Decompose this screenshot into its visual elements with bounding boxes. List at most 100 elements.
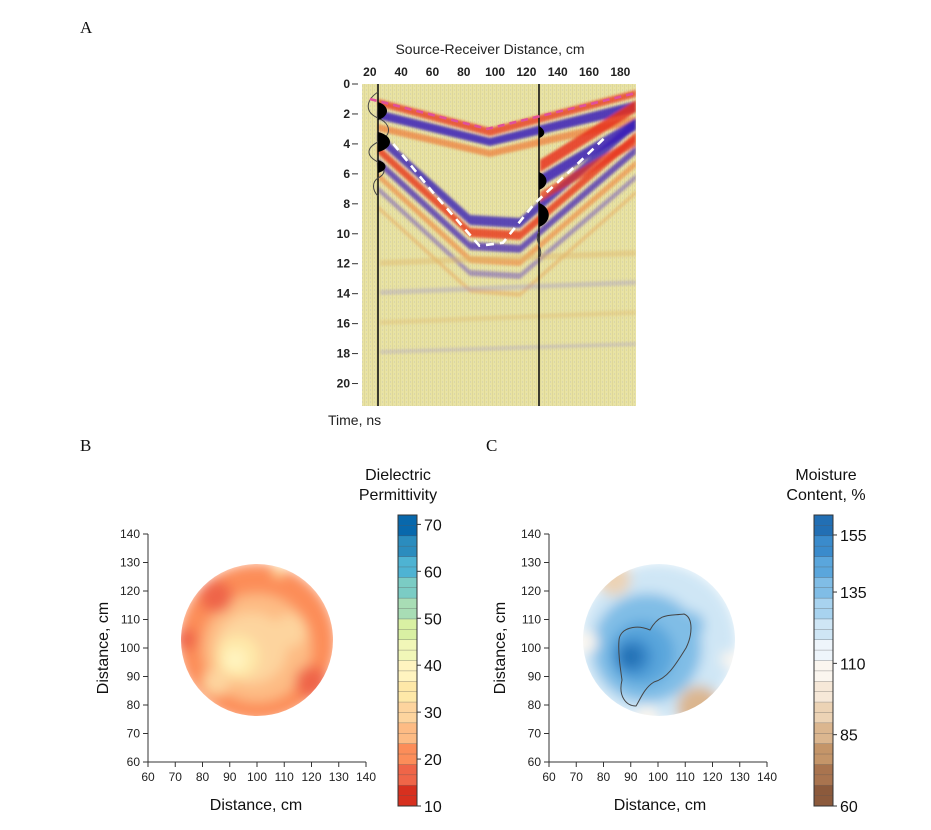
panel-a-y-label: Time, ns [328, 412, 381, 428]
y-tick-label: 80 [127, 698, 141, 712]
panel-a-title: Source-Receiver Distance, cm [395, 41, 584, 57]
panel-a-y-tick-label: 12 [337, 257, 351, 271]
panel-b-permittivity-map: 60 70 80 90 100 110 120 130 140 60 70 80 90 100 110 120… [95, 467, 442, 816]
colorbar-tick-label: 60 [424, 564, 442, 581]
y-tick-label: 100 [120, 641, 140, 655]
y-tick-label: 120 [521, 584, 541, 598]
y-tick-label: 130 [120, 556, 140, 570]
wiggle-fill-4 [539, 126, 545, 138]
x-tick-label: 120 [702, 770, 722, 784]
panel-c-ticks: 60 70 80 90 100 110 120 130 140 60 70 80 90 100 110 120… [521, 527, 777, 784]
panel-a-y-tick-label: 2 [343, 107, 350, 121]
y-tick-label: 140 [521, 527, 541, 541]
y-tick-label: 120 [120, 584, 140, 598]
colorbar-tick-label: 110 [840, 656, 866, 673]
colorbar-tick-label: 10 [424, 799, 442, 816]
panel-b-x-label: Distance, cm [210, 797, 302, 814]
colorbar-b-title-line1: Dielectric [365, 467, 431, 484]
colorbar-b-title-line2: Permittivity [359, 487, 437, 504]
x-tick-label: 70 [570, 770, 584, 784]
y-tick-label: 70 [127, 727, 141, 741]
x-tick-label: 130 [730, 770, 750, 784]
colorbar-tick-label: 60 [840, 799, 858, 816]
colorbar-b: 10 20 30 40 50 60 70 [397, 514, 442, 816]
x-tick-label: 120 [301, 770, 321, 784]
wiggle-fill-1 [378, 102, 387, 120]
x-tick-label: 60 [141, 770, 155, 784]
panel-a-x-tick-label: 160 [579, 65, 599, 79]
wiggle-fill-5 [539, 172, 547, 190]
panel-a-x-tick-label: 100 [485, 65, 505, 79]
y-tick-label: 110 [522, 613, 541, 627]
heatmap-region [199, 580, 233, 614]
panel-label-a: A [80, 18, 93, 37]
colorbar-tick-label: 70 [424, 517, 442, 534]
x-tick-label: 60 [542, 770, 556, 784]
x-tick-label: 110 [275, 770, 294, 784]
panel-a-x-tick-label: 40 [394, 65, 408, 79]
colorbar-tick-label: 20 [424, 752, 442, 769]
x-tick-label: 90 [223, 770, 237, 784]
panel-a-y-tick-label: 0 [343, 77, 350, 91]
panel-a-x-tick-label: 80 [457, 65, 471, 79]
wiggle-fill-3 [378, 160, 386, 173]
colorbar-tick-label: 85 [840, 728, 858, 745]
y-tick-label: 80 [528, 698, 542, 712]
x-tick-label: 90 [624, 770, 638, 784]
x-tick-label: 80 [196, 770, 210, 784]
y-tick-label: 140 [120, 527, 140, 541]
colorbar-frame [397, 514, 418, 807]
panel-a-radargram: Source-Receiver Distance, cm 20 40 60 80 100… [328, 41, 637, 428]
panel-a-y-tick-label: 18 [337, 347, 351, 361]
y-tick-label: 90 [127, 670, 141, 684]
panel-c-moisture-map: 60 70 80 90 100 110 120 130 140 60 70 80 90 100 110 120… [492, 467, 867, 816]
colorbar-tick-label: 155 [840, 528, 867, 545]
x-tick-label: 100 [247, 770, 267, 784]
panel-a-y-tick-label: 8 [343, 197, 350, 211]
heatmap-region [677, 686, 721, 716]
x-tick-label: 140 [757, 770, 777, 784]
panel-a-x-ticks: 20 40 60 80 100 120 140 160 180 [363, 65, 631, 79]
heatmap-region [273, 565, 285, 577]
permittivity-heatmap [181, 564, 333, 716]
panel-a-y-tick-label: 16 [337, 317, 351, 331]
x-tick-label: 130 [329, 770, 349, 784]
panel-a-y-ticks: 0 2 4 6 8 10 12 14 16 18 20 [337, 77, 358, 391]
panel-c-x-label: Distance, cm [614, 797, 706, 814]
x-tick-label: 140 [356, 770, 376, 784]
panel-a-y-tick-label: 10 [337, 227, 351, 241]
y-tick-label: 110 [121, 613, 140, 627]
panel-c-y-label: Distance, cm [492, 602, 509, 694]
heatmap-region [583, 631, 599, 654]
reflection-line [392, 133, 609, 248]
panel-a-x-tick-label: 140 [548, 65, 568, 79]
panel-a-y-tick-label: 6 [343, 167, 350, 181]
y-tick-label: 70 [528, 727, 542, 741]
heatmap-region [636, 705, 658, 716]
colorbar-frame [813, 514, 834, 807]
y-tick-label: 130 [521, 556, 541, 570]
colorbar-tick-label: 40 [424, 658, 442, 675]
heatmap-region [619, 645, 642, 668]
moisture-contour-line [618, 613, 692, 707]
heatmap-region [224, 648, 247, 671]
panel-a-x-tick-label: 180 [610, 65, 630, 79]
panel-a-x-tick-label: 120 [516, 65, 536, 79]
panel-b-ticks: 60 70 80 90 100 110 120 130 140 60 70 80 90 100 110 120… [120, 527, 376, 784]
y-tick-label: 60 [127, 755, 141, 769]
y-tick-label: 90 [528, 670, 542, 684]
colorbar-tick-label: 50 [424, 611, 442, 628]
panel-label-b: B [80, 436, 91, 455]
colorbar-c-title-line1: Moisture [795, 467, 856, 484]
heatmap-region [295, 665, 328, 699]
colorbar-c-title-line2: Content, % [786, 487, 865, 504]
panel-label-c: C [486, 436, 497, 455]
x-tick-label: 70 [169, 770, 183, 784]
x-tick-label: 110 [676, 770, 695, 784]
heatmap-region [598, 564, 631, 596]
heatmap-region [181, 628, 198, 651]
direct-air-wave-line [369, 91, 637, 131]
colorbar-tick-label: 30 [424, 705, 442, 722]
y-tick-label: 60 [528, 755, 542, 769]
